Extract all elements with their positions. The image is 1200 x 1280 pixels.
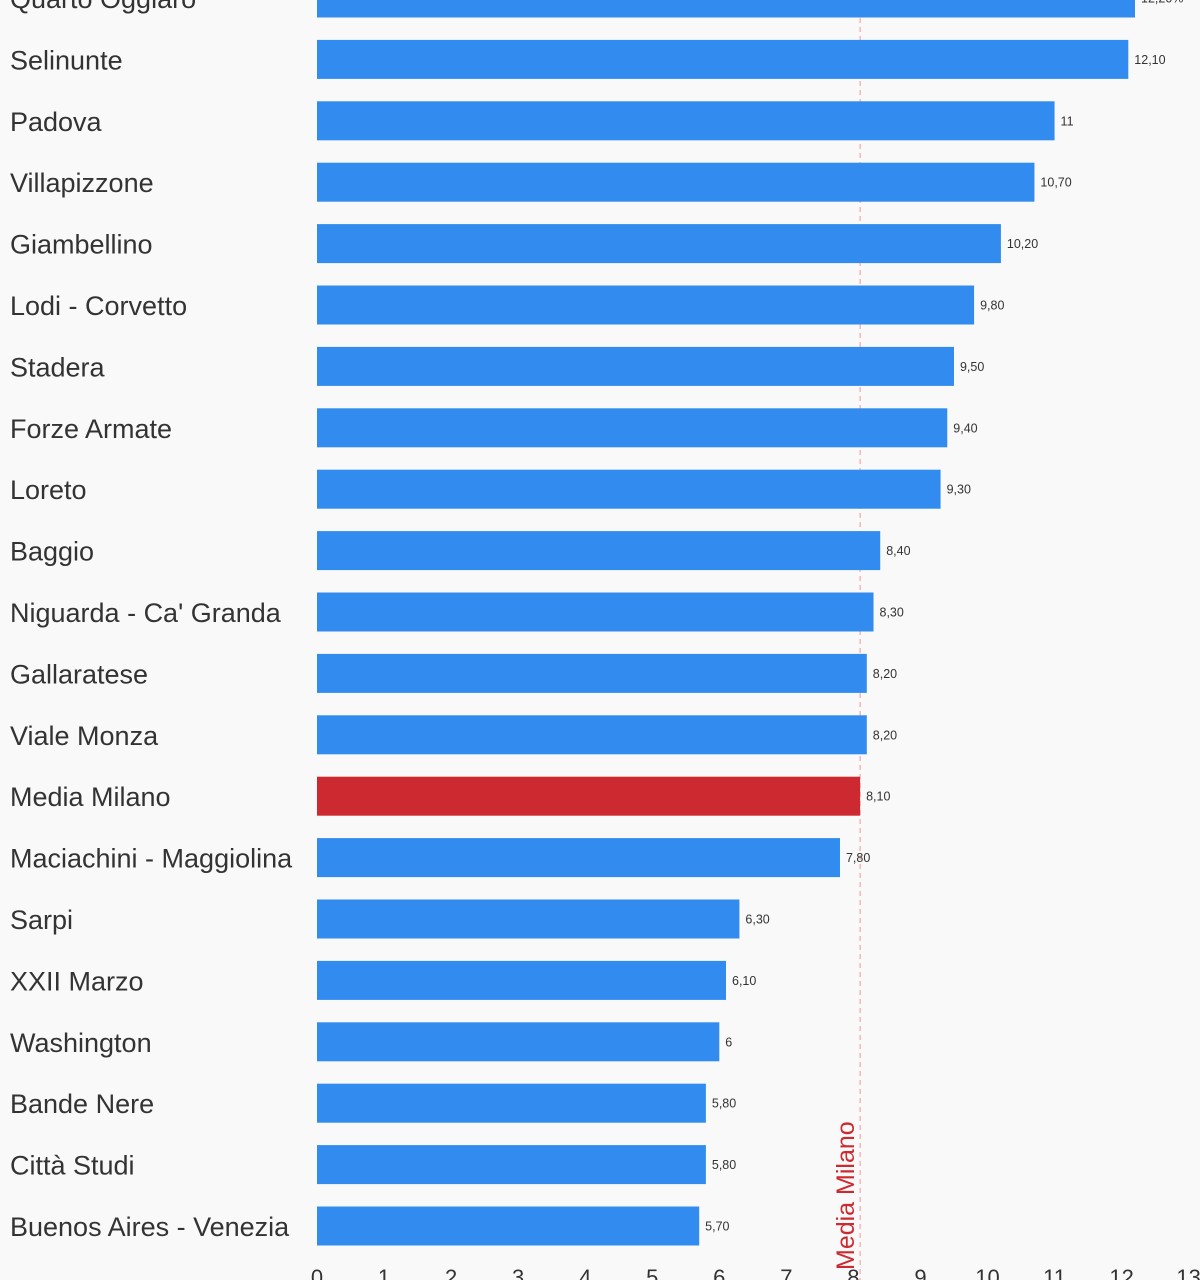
value-labels-group: 12,20% 12,10 11 10,70 10,20 9,80 9,50 9,40 9,30 8…: [705, 0, 1183, 1234]
x-tick-label: 9: [914, 1265, 926, 1280]
value-label: 8,10: [866, 790, 890, 804]
value-label: 9,30: [947, 483, 971, 497]
bar: [317, 715, 867, 755]
reference-line-label: Media Milano: [832, 1121, 860, 1270]
category-label: Viale Monza: [10, 721, 159, 751]
category-labels-group: Quarto Oggiaro Selinunte Padova Villapizzon…: [10, 0, 293, 1242]
category-label: Gallaratese: [10, 659, 148, 689]
bar: [317, 469, 941, 509]
category-label: Sarpi: [10, 905, 73, 935]
category-label: Quarto Oggiaro: [10, 0, 196, 14]
x-tick-label: 12: [1109, 1265, 1133, 1280]
x-tick-label: 7: [780, 1265, 792, 1280]
x-tick-label: 3: [512, 1265, 524, 1280]
category-label: Selinunte: [10, 45, 123, 75]
category-label: Forze Armate: [10, 414, 172, 444]
category-label: Città Studi: [10, 1151, 135, 1181]
category-label: Buenos Aires - Venezia: [10, 1212, 290, 1242]
bar: [317, 408, 948, 448]
bar: [317, 0, 1136, 18]
bar: [317, 162, 1035, 202]
category-label: Baggio: [10, 537, 94, 567]
category-label: Loreto: [10, 475, 87, 505]
category-label: Lodi - Corvetto: [10, 291, 187, 321]
value-label: 7,80: [846, 851, 870, 865]
category-label: Niguarda - Ca' Granda: [10, 598, 282, 628]
bar: [317, 1145, 706, 1185]
x-tick-label: 1: [378, 1265, 390, 1280]
bar: [317, 285, 975, 325]
category-label: Maciachini - Maggiolina: [10, 844, 293, 874]
bar: [317, 224, 1001, 264]
category-label: Washington: [10, 1028, 152, 1058]
value-label: 8,40: [886, 544, 910, 558]
value-label: 8,20: [873, 728, 897, 742]
x-tick-label: 13: [1176, 1265, 1200, 1280]
x-axis-ticks-group: 0 1 2 3 4 5 6 7 8 9 10 11 12 13: [311, 1265, 1200, 1280]
value-label: 6: [725, 1035, 732, 1049]
bar-highlight: [317, 776, 861, 816]
category-label: Padova: [10, 107, 103, 137]
bar: [317, 346, 954, 386]
value-label: 10,20: [1007, 237, 1038, 251]
x-tick-label: 6: [713, 1265, 725, 1280]
value-label: 12,20%: [1141, 0, 1183, 6]
value-label: 9,40: [953, 421, 977, 435]
bar: [317, 1206, 700, 1246]
bar: [317, 838, 840, 878]
bars-group: [317, 0, 1136, 1246]
value-label: 8,20: [873, 667, 897, 681]
bar: [317, 653, 867, 693]
x-tick-label: 0: [311, 1265, 323, 1280]
bar: [317, 1022, 720, 1062]
category-label: Villapizzone: [10, 168, 154, 198]
bar: [317, 899, 740, 939]
value-label: 6,30: [745, 913, 769, 927]
bar: [317, 960, 727, 1000]
value-label: 5,70: [705, 1220, 729, 1234]
x-tick-label: 8: [847, 1265, 859, 1280]
bar: [317, 101, 1055, 141]
value-label: 10,70: [1040, 176, 1071, 190]
value-label: 11: [1061, 114, 1074, 128]
category-label: Stadera: [10, 352, 106, 382]
bar: [317, 1083, 706, 1123]
bar: [317, 39, 1129, 79]
value-label: 9,80: [980, 299, 1004, 313]
reference-label-group: Media Milano: [832, 1121, 860, 1270]
x-tick-label: 10: [975, 1265, 999, 1280]
bar: [317, 531, 881, 571]
category-label: Media Milano: [10, 782, 171, 812]
category-label: Giambellino: [10, 230, 153, 260]
x-tick-label: 4: [579, 1265, 591, 1280]
x-tick-label: 2: [445, 1265, 457, 1280]
value-label: 5,80: [712, 1097, 736, 1111]
value-label: 6,10: [732, 974, 756, 988]
x-tick-label: 5: [646, 1265, 658, 1280]
bar: [317, 592, 874, 632]
category-label: XXII Marzo: [10, 966, 144, 996]
value-label: 8,30: [880, 606, 904, 620]
value-label: 9,50: [960, 360, 984, 374]
value-label: 5,80: [712, 1158, 736, 1172]
value-label: 12,10: [1134, 53, 1165, 67]
x-tick-label: 11: [1043, 1265, 1066, 1280]
category-label: Bande Nere: [10, 1089, 154, 1119]
